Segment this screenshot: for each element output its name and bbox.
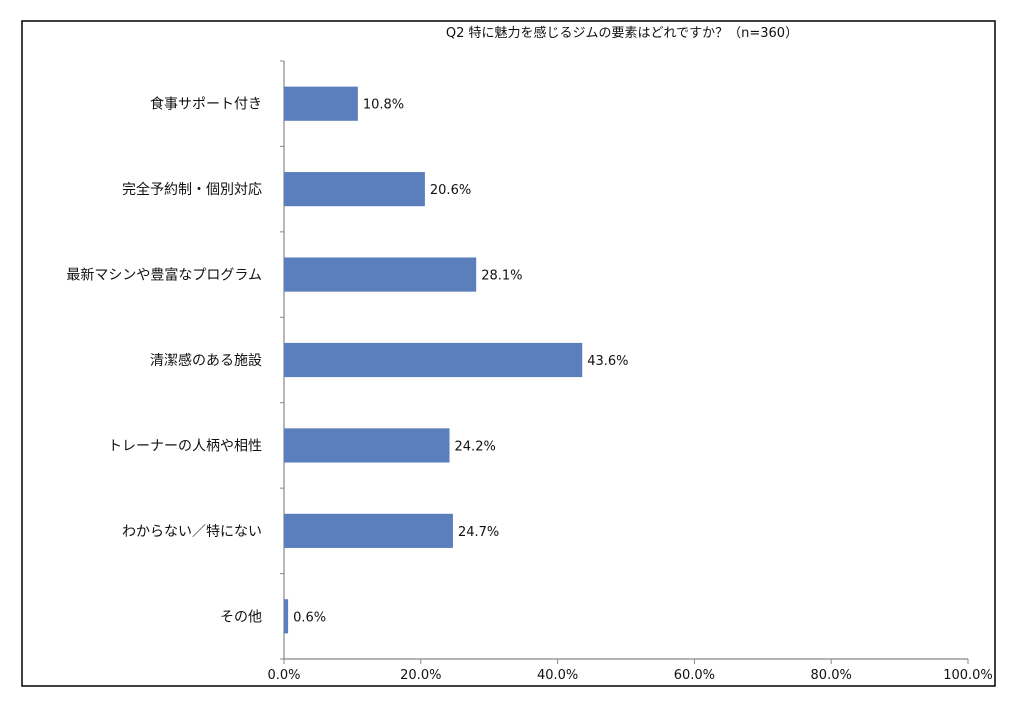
value-label: 43.6%	[587, 354, 628, 369]
x-tick-label: 100.0%	[943, 668, 993, 683]
category-label: 最新マシンや豊富なプログラム	[66, 267, 262, 284]
value-label: 24.2%	[455, 439, 496, 454]
category-label: わからない／特にない	[122, 524, 262, 540]
category-label: 清潔感のある施設	[150, 352, 262, 369]
bar	[284, 257, 477, 292]
bar	[284, 86, 358, 121]
bar	[284, 513, 453, 548]
value-label: 24.7%	[458, 525, 499, 540]
value-label: 10.8%	[363, 98, 404, 113]
x-tick-label: 20.0%	[400, 668, 441, 683]
x-tick-label: 80.0%	[811, 668, 852, 683]
chart-title: Q2 特に魅力を感じるジムの要素はどれですか？（n=360）	[446, 25, 798, 41]
x-tick-label: 40.0%	[537, 668, 578, 683]
category-label: トレーナーの人柄や相性	[108, 438, 262, 454]
bar	[284, 172, 425, 207]
x-tick-label: 60.0%	[674, 668, 715, 683]
bar	[284, 599, 289, 634]
value-label: 0.6%	[293, 610, 326, 625]
category-label: 完全予約制・個別対応	[122, 181, 262, 198]
value-label: 28.1%	[481, 269, 522, 284]
value-label: 20.6%	[430, 183, 471, 198]
x-tick-label: 0.0%	[267, 668, 300, 683]
category-label: 食事サポート付き	[150, 96, 262, 113]
bar	[284, 428, 450, 463]
category-label: その他	[220, 609, 262, 625]
bar	[284, 342, 583, 378]
plot-area: 0.0% 20.0% 40.0% 60.0% 80.0% 100.0% 食事サポート付き 10…	[66, 60, 993, 683]
